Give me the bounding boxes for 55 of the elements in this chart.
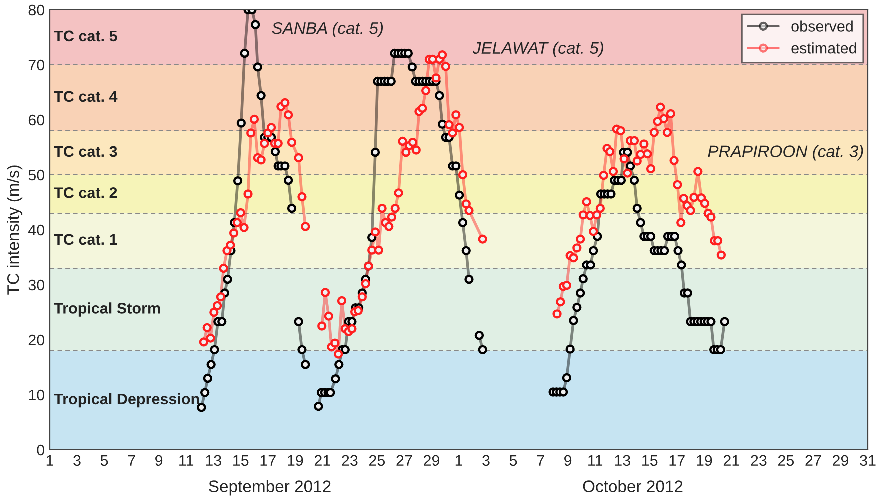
- x-tick-label: 5: [510, 455, 518, 466]
- y-tick-label: 70: [28, 60, 45, 71]
- band-label: TC cat. 2: [54, 188, 118, 198]
- x-tick-label: 23: [751, 455, 767, 466]
- legend-label: observed: [792, 20, 853, 32]
- x-tick-label: 17: [260, 455, 276, 466]
- x-tick-label: 27: [396, 455, 412, 466]
- x-tick-label: 25: [369, 455, 386, 466]
- x-tick-label: 17: [670, 455, 685, 466]
- x-tick-label: 15: [234, 455, 249, 466]
- x-tick-label: 11: [588, 455, 603, 466]
- y-tick-label: 40: [28, 224, 45, 236]
- x-tick-label: 3: [482, 455, 490, 466]
- x-tick-label: 1: [456, 455, 463, 466]
- band-label: Tropical Depression: [54, 393, 200, 408]
- x-tick-label: 21: [724, 455, 740, 466]
- annotation: SANBA (cat. 5): [272, 22, 384, 38]
- y-tick-label: 60: [28, 114, 45, 126]
- x-tick-label: 5: [100, 455, 108, 466]
- x-tick-label: 9: [564, 455, 572, 466]
- x-tick-label: 13: [615, 455, 630, 466]
- annotation: JELAWAT (cat. 5): [472, 42, 604, 58]
- x-tick-label: 15: [642, 455, 658, 466]
- band-label: TC cat. 1: [54, 234, 118, 246]
- y-tick-label: 0: [37, 444, 45, 456]
- x-tick-label: 19: [288, 455, 304, 466]
- y-tick-label: 80: [28, 4, 45, 16]
- band-label: TC cat. 4: [54, 91, 118, 102]
- y-tick-label: 50: [28, 170, 45, 181]
- x-tick-label: 19: [697, 455, 712, 466]
- band-label: Tropical Storm: [54, 302, 160, 317]
- x-tick-label: 27: [806, 455, 822, 466]
- x-tick-label: 21: [314, 455, 330, 466]
- x-tick-label: 11: [180, 455, 194, 466]
- x-tick-label: 29: [424, 455, 440, 466]
- x-tick-label: 23: [342, 455, 358, 466]
- x-tick-label: 7: [537, 455, 544, 466]
- text: September 2012: [209, 480, 331, 496]
- x-tick-label: 7: [128, 455, 136, 466]
- x-tick-label: 9: [156, 455, 163, 466]
- text: October 2012: [583, 480, 683, 492]
- x-tick-label: 1: [46, 455, 54, 466]
- band-label: TC cat. 5: [54, 30, 118, 42]
- band-label: TC cat. 3: [54, 146, 118, 158]
- x-tick-label: 3: [74, 455, 81, 466]
- x-tick-label: 13: [206, 455, 222, 466]
- legend-label: estimated: [792, 42, 856, 54]
- y-tick-label: 30: [28, 280, 45, 291]
- y-tick-label: 10: [29, 390, 45, 401]
- y-axis-title: TC intensity (m/s): [7, 166, 23, 295]
- x-tick-label: 31: [860, 455, 876, 466]
- annotation: PRAPIROON (cat. 3): [708, 145, 864, 161]
- x-tick-label: 29: [833, 455, 849, 466]
- x-tick-label: 25: [778, 455, 794, 466]
- y-tick-label: 20: [28, 334, 45, 346]
